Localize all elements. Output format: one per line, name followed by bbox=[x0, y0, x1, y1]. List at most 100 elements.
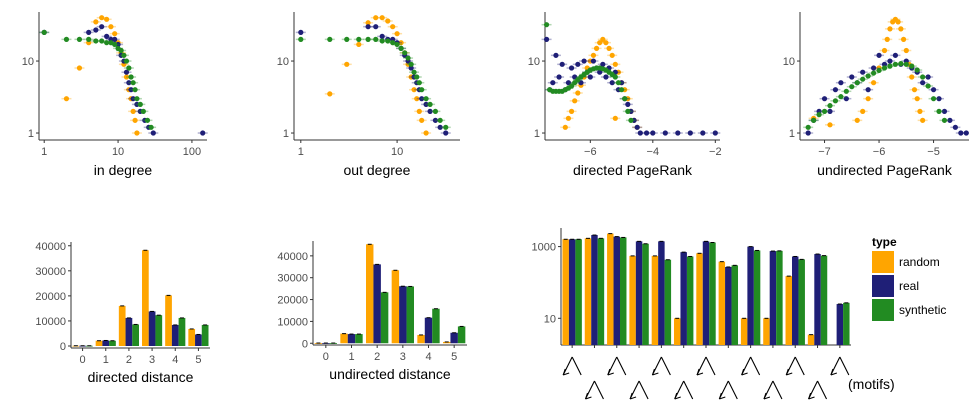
chart-in_degree: 1 10 1 10 100 in degree bbox=[22, 12, 208, 178]
data-point bbox=[590, 58, 597, 64]
series-synthetic bbox=[541, 22, 636, 123]
data-point bbox=[597, 40, 603, 46]
motif-icon bbox=[830, 356, 850, 376]
bar bbox=[417, 334, 425, 344]
data-point bbox=[565, 115, 572, 121]
data-point bbox=[941, 108, 948, 114]
bar bbox=[568, 239, 576, 345]
data-point bbox=[609, 52, 615, 58]
bar bbox=[366, 244, 374, 344]
data-point bbox=[556, 74, 562, 80]
data-point bbox=[898, 26, 904, 32]
y-tick-label: 10 bbox=[528, 56, 540, 68]
bar bbox=[607, 233, 614, 345]
data-point bbox=[700, 130, 706, 136]
data-point bbox=[93, 38, 99, 44]
x-axis-title: undirected distance bbox=[329, 366, 451, 382]
bar bbox=[629, 255, 636, 345]
data-point bbox=[99, 24, 105, 30]
data-point bbox=[327, 91, 333, 97]
bar bbox=[188, 328, 196, 346]
bar bbox=[836, 304, 844, 345]
data-point bbox=[132, 87, 138, 93]
data-point bbox=[865, 96, 871, 102]
data-point bbox=[121, 52, 127, 58]
data-point bbox=[575, 90, 581, 96]
data-point bbox=[76, 36, 83, 42]
data-point bbox=[543, 36, 550, 42]
data-point bbox=[419, 96, 425, 102]
arrowhead-icon bbox=[629, 392, 637, 400]
data-point bbox=[838, 80, 844, 86]
data-point bbox=[650, 130, 656, 136]
data-point bbox=[805, 124, 811, 130]
legend-swatch bbox=[872, 251, 894, 273]
bar bbox=[651, 255, 659, 345]
y-tick-label: 0 bbox=[60, 341, 66, 353]
data-point bbox=[947, 117, 953, 123]
data-point bbox=[200, 130, 206, 136]
bar bbox=[132, 324, 139, 346]
data-point bbox=[443, 130, 449, 136]
data-point bbox=[920, 74, 926, 80]
series-synthetic bbox=[803, 61, 950, 130]
data-point bbox=[379, 33, 385, 39]
y-tick-label: 10000 bbox=[35, 316, 66, 328]
bar bbox=[443, 341, 451, 344]
data-point bbox=[398, 40, 404, 46]
data-point bbox=[590, 52, 597, 58]
legend-title: type bbox=[872, 235, 897, 249]
data-point bbox=[414, 96, 420, 102]
data-point bbox=[373, 24, 379, 30]
data-point bbox=[344, 36, 350, 42]
data-point bbox=[895, 19, 901, 25]
data-point bbox=[365, 36, 371, 42]
data-point bbox=[130, 80, 136, 86]
data-point bbox=[411, 87, 417, 93]
data-point bbox=[134, 130, 140, 136]
data-point bbox=[394, 31, 400, 37]
data-point bbox=[112, 41, 118, 48]
data-point bbox=[76, 65, 83, 71]
data-point bbox=[344, 61, 350, 67]
data-point bbox=[99, 15, 105, 21]
bar bbox=[807, 334, 815, 345]
bar bbox=[562, 239, 569, 345]
data-point bbox=[903, 61, 909, 67]
data-point bbox=[104, 16, 110, 22]
arrowhead-icon bbox=[562, 368, 570, 376]
data-point bbox=[99, 38, 105, 44]
y-tick-label: 30000 bbox=[277, 273, 308, 285]
y-tick-label: 0 bbox=[302, 338, 308, 350]
data-point bbox=[925, 83, 931, 89]
x-tick-label: 1 bbox=[298, 146, 304, 158]
bar bbox=[102, 340, 110, 346]
arrowhead-icon bbox=[808, 392, 815, 400]
x-tick-label: −7 bbox=[818, 146, 831, 158]
x-axis-title: directed distance bbox=[88, 369, 194, 385]
x-tick-label: 10 bbox=[112, 146, 124, 158]
data-point bbox=[416, 108, 422, 114]
data-point bbox=[612, 61, 618, 67]
data-point bbox=[898, 61, 904, 67]
motif-icon bbox=[651, 356, 671, 376]
y-tick-label: 1 bbox=[28, 128, 34, 140]
data-point bbox=[687, 130, 693, 136]
bar bbox=[373, 264, 381, 344]
chart-out_degree: 1 10 1 10 out degree bbox=[277, 12, 460, 178]
data-point bbox=[408, 65, 414, 71]
data-point bbox=[63, 96, 70, 102]
bar bbox=[843, 302, 850, 345]
motif-icon bbox=[785, 356, 805, 376]
data-point bbox=[958, 130, 964, 136]
data-point bbox=[603, 74, 609, 80]
x-tick-label: 5 bbox=[451, 351, 457, 363]
x-axis-title: undirected PageRank bbox=[817, 162, 953, 178]
y-tick-label: 10 bbox=[544, 313, 556, 325]
y-tick-label: 10 bbox=[277, 56, 289, 68]
data-point bbox=[821, 96, 828, 102]
data-point bbox=[365, 24, 371, 30]
data-point bbox=[416, 80, 422, 86]
arrowhead-icon bbox=[584, 392, 592, 400]
